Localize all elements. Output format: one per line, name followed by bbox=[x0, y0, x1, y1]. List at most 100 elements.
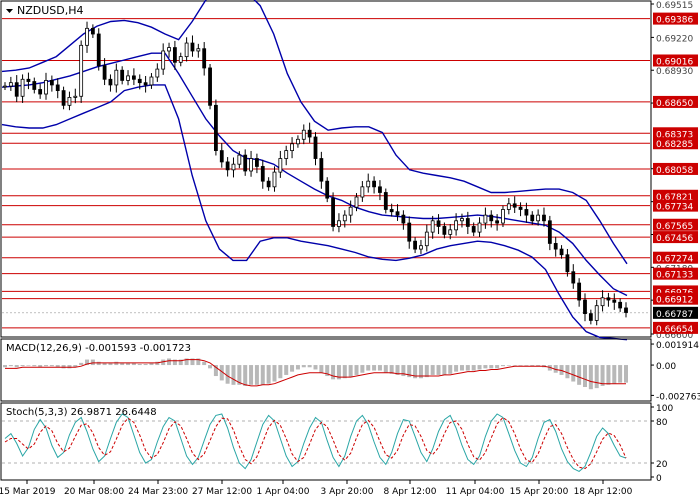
macd-histogram-bar bbox=[471, 365, 476, 371]
bollinger-upper-line bbox=[1, 0, 628, 265]
candle-body bbox=[149, 76, 154, 86]
candle-body bbox=[618, 301, 623, 309]
candle-body bbox=[284, 150, 289, 159]
candle-body bbox=[161, 50, 166, 70]
candle-body bbox=[237, 154, 242, 165]
candle-body bbox=[624, 307, 628, 313]
candle-body bbox=[231, 163, 236, 171]
candle-body bbox=[184, 42, 189, 58]
time-axis-label: 20 Mar 08:00 bbox=[64, 487, 124, 497]
macd-histogram-bar bbox=[155, 361, 160, 366]
stoch-d-value: 26.6448 bbox=[115, 407, 156, 418]
macd-histogram-bar bbox=[407, 365, 412, 378]
price-level-label: 0.67274 bbox=[656, 255, 693, 265]
price-level-label-bg bbox=[653, 95, 698, 108]
stoch-k-line bbox=[4, 413, 627, 472]
price-level-label-bg bbox=[653, 189, 698, 202]
macd-histogram-bar bbox=[565, 365, 570, 379]
macd-histogram-bar bbox=[301, 365, 306, 368]
candle-body bbox=[214, 104, 218, 152]
current-price-label-bg bbox=[653, 306, 698, 319]
candle-body bbox=[372, 180, 376, 188]
macd-histogram-bar bbox=[14, 365, 19, 368]
candle-body bbox=[483, 214, 488, 224]
macd-histogram-bar bbox=[208, 365, 213, 369]
candle-body bbox=[471, 226, 476, 233]
candle-body bbox=[501, 209, 505, 224]
candle-body bbox=[44, 80, 48, 95]
macd-histogram-bar bbox=[131, 362, 136, 366]
price-level-label: 0.66654 bbox=[656, 325, 693, 335]
macd-axis: 0.001914 0.00 -0.002763 bbox=[651, 341, 700, 402]
candle-body bbox=[313, 136, 318, 159]
price-level-label-bg bbox=[653, 137, 698, 150]
price-level-label: 0.67734 bbox=[656, 203, 693, 213]
macd-histogram-bar bbox=[424, 365, 429, 378]
candle-body bbox=[26, 78, 31, 82]
candle-body bbox=[442, 226, 447, 235]
candle-body bbox=[342, 214, 347, 222]
macd-histogram-bar bbox=[395, 365, 400, 375]
price-level-label-bg bbox=[653, 292, 698, 305]
candle-body bbox=[331, 197, 335, 227]
candle-body bbox=[606, 297, 611, 301]
price-level-label: 0.69016 bbox=[656, 57, 693, 67]
candle-body bbox=[178, 56, 183, 63]
macd-histogram-bar bbox=[126, 362, 131, 366]
bollinger-middle-line bbox=[1, 52, 628, 297]
candle-body bbox=[588, 313, 593, 321]
candle-body bbox=[547, 220, 552, 244]
candle-body bbox=[612, 299, 617, 303]
macd-histogram-bar bbox=[290, 365, 295, 372]
candle-body bbox=[337, 220, 341, 227]
macd-histogram-bar bbox=[196, 358, 201, 366]
candle-body bbox=[583, 299, 587, 315]
candle-body bbox=[565, 254, 570, 273]
candle-body bbox=[20, 78, 25, 97]
candle-body bbox=[272, 171, 277, 188]
candle-body bbox=[243, 154, 248, 172]
price-axis-label: 0.68930 bbox=[656, 67, 693, 77]
candle-body bbox=[102, 65, 107, 80]
macd-histogram-bar bbox=[284, 365, 289, 375]
macd-histogram-bar bbox=[489, 365, 494, 369]
stoch-axis: 100 80 20 0 bbox=[651, 404, 673, 484]
macd-histogram-bar bbox=[38, 365, 43, 368]
macd-legend: MACD(12,26,9) -0.001593 -0.001723 bbox=[6, 343, 191, 354]
candle-body bbox=[196, 48, 201, 52]
macd-histogram-bar bbox=[120, 362, 125, 366]
candle-body bbox=[278, 158, 283, 173]
macd-histogram-bar bbox=[336, 365, 341, 380]
macd-histogram-bar bbox=[249, 365, 254, 385]
candle-body bbox=[225, 161, 230, 171]
price-axis-label: 0.69515 bbox=[656, 1, 693, 11]
bollinger-bands bbox=[1, 0, 628, 341]
stoch-plot bbox=[2, 413, 650, 472]
macd-histogram-bar bbox=[102, 362, 107, 366]
candle-body bbox=[67, 96, 72, 106]
macd-histogram-bar bbox=[618, 365, 623, 383]
candle-body bbox=[208, 67, 212, 106]
candle-body bbox=[14, 82, 19, 97]
macd-signal-value: -0.001723 bbox=[140, 343, 191, 354]
candle-body bbox=[465, 218, 470, 227]
macd-histogram-bar bbox=[465, 365, 470, 371]
candle-body bbox=[348, 206, 353, 216]
macd-histogram-bar bbox=[588, 365, 593, 390]
price-level-label-bg bbox=[653, 231, 698, 244]
macd-histogram-bar bbox=[137, 363, 142, 366]
macd-histogram-bar bbox=[178, 359, 183, 366]
macd-histogram-bar bbox=[430, 365, 435, 375]
macd-histogram-bar bbox=[190, 358, 195, 366]
stoch-k-value: 26.9871 bbox=[71, 407, 112, 418]
candle-body bbox=[524, 209, 529, 216]
macd-histogram-bar bbox=[90, 359, 95, 366]
candle-body bbox=[366, 180, 371, 188]
candle-body bbox=[219, 150, 224, 163]
candle-body bbox=[495, 220, 500, 224]
price-axis-label: 0.69220 bbox=[656, 34, 693, 44]
candle-body bbox=[383, 192, 388, 210]
candle-body bbox=[530, 214, 535, 222]
macd-histogram-bar bbox=[278, 365, 283, 379]
symbol-dropdown-icon[interactable] bbox=[6, 9, 13, 13]
